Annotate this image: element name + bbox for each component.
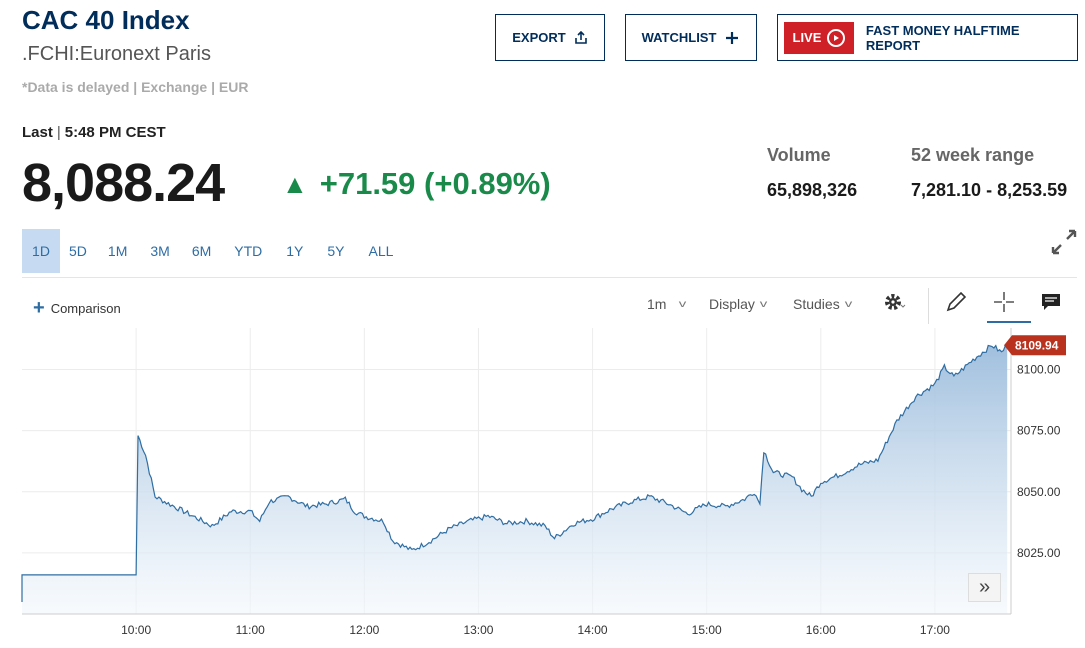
studies-label: Studies: [793, 296, 840, 312]
x-tick-label: 14:00: [578, 623, 608, 637]
gear-icon[interactable]: [882, 290, 906, 314]
range-tab[interactable]: 1Y: [286, 243, 304, 259]
x-tick-label: 13:00: [463, 623, 493, 637]
x-tick-label: 17:00: [920, 623, 950, 637]
crosshair-active-indicator: [987, 321, 1031, 323]
chevron-down-icon: v: [844, 298, 852, 310]
last-price-tag-shape: [1004, 335, 1066, 356]
export-label: EXPORT: [512, 30, 566, 45]
chevron-down-icon: v: [759, 298, 768, 310]
time-range-tabs: 1D 5D 1M 3M 6M YTD 1Y 5Y ALL: [22, 229, 405, 273]
plus-icon: [726, 31, 739, 44]
scroll-to-latest-button[interactable]: »: [968, 573, 1001, 602]
volume-value: 65,898,326: [767, 180, 858, 200]
last-price-tag: 8109.94: [1004, 335, 1066, 356]
pencil-icon[interactable]: [944, 290, 968, 314]
studies-menu[interactable]: Studies v: [793, 296, 852, 312]
live-stream-button[interactable]: LIVE FAST MONEY HALFTIME REPORT: [777, 14, 1078, 61]
toolbar-separator: [928, 288, 929, 324]
range-value: 7,281.10 - 8,253.59: [911, 180, 1068, 200]
last-price: 8,088.24: [22, 153, 225, 213]
comparison-label: Comparison: [50, 300, 121, 316]
export-button[interactable]: EXPORT: [495, 14, 605, 61]
range-tab[interactable]: 6M: [191, 243, 212, 259]
display-menu[interactable]: Display v: [709, 296, 768, 312]
delayed-note: *Data is delayed | Exchange | EUR: [22, 79, 249, 95]
price-line: [21, 344, 1008, 602]
double-chevron-right-icon: »: [978, 576, 991, 598]
live-stream-label: FAST MONEY HALFTIME REPORT: [865, 22, 1020, 53]
x-tick-label: 15:00: [692, 623, 722, 637]
y-tick-label: 8025.00: [1017, 546, 1061, 560]
symbol-exchange: .FCHI:Euronext Paris: [22, 43, 211, 65]
x-tick-label: 12:00: [349, 623, 379, 637]
play-circle-icon: [827, 28, 846, 47]
interval-select[interactable]: 1m v: [647, 296, 687, 312]
y-tick-label: 8075.00: [1017, 424, 1061, 438]
live-badge: LIVE: [784, 21, 854, 54]
range-tab[interactable]: 5D: [69, 243, 87, 259]
x-tick-label: 10:00: [121, 623, 151, 637]
up-arrow-icon: ▲: [282, 168, 308, 199]
range-tab[interactable]: 3M: [150, 243, 170, 259]
plus-icon: +: [33, 297, 45, 319]
change-value: +71.59: [319, 166, 416, 201]
divider: [22, 277, 1077, 278]
range-tab[interactable]: ALL: [368, 243, 394, 259]
volume-label: Volume: [767, 145, 831, 165]
range-tab[interactable]: 5Y: [327, 243, 345, 259]
x-axis-ticks: 10:00 11:00 12:00 13:00 14:00 15:00 16:00 17:00: [121, 623, 950, 637]
range-tab[interactable]: 1M: [107, 243, 128, 259]
watchlist-button[interactable]: WATCHLIST: [625, 14, 757, 61]
price-area: [22, 345, 1008, 614]
x-tick-label: 16:00: [806, 623, 836, 637]
last-label: Last: [22, 124, 53, 141]
price-chart[interactable]: 10:00 11:00 12:00 13:00 14:00 15:00 16:00 17:00…: [0, 320, 1085, 648]
x-tick-label: 11:00: [236, 623, 265, 637]
range-tab[interactable]: 1D: [22, 229, 60, 273]
y-tick-label: 8050.00: [1017, 485, 1061, 499]
page-title: CAC 40 Index: [22, 5, 190, 35]
change-percent: (+0.89%): [424, 166, 551, 201]
expand-icon[interactable]: [1050, 228, 1078, 256]
comment-icon[interactable]: [1039, 290, 1063, 314]
y-tick-label: 8100.00: [1017, 363, 1061, 377]
price-change: ▲ +71.59 (+0.89%): [282, 166, 551, 202]
live-badge-label: LIVE: [792, 30, 822, 45]
share-upload-icon: [574, 30, 587, 44]
y-axis-ticks: 8025.00 8050.00 8075.00 8100.00: [1017, 363, 1061, 560]
last-time: 5:48 PM CEST: [64, 124, 166, 141]
comparison-button[interactable]: + Comparison: [33, 298, 121, 318]
last-price-tag-label: 8109.94: [1015, 338, 1059, 352]
interval-value: 1m: [647, 296, 667, 312]
watchlist-label: WATCHLIST: [641, 30, 717, 45]
range-label: 52 week range: [911, 145, 1035, 165]
last-updated: Last | 5:48 PM CEST: [22, 124, 166, 141]
crosshair-icon[interactable]: [992, 290, 1016, 314]
display-label: Display: [709, 296, 755, 312]
chevron-down-icon: v: [679, 298, 687, 310]
range-tab[interactable]: YTD: [234, 243, 263, 259]
